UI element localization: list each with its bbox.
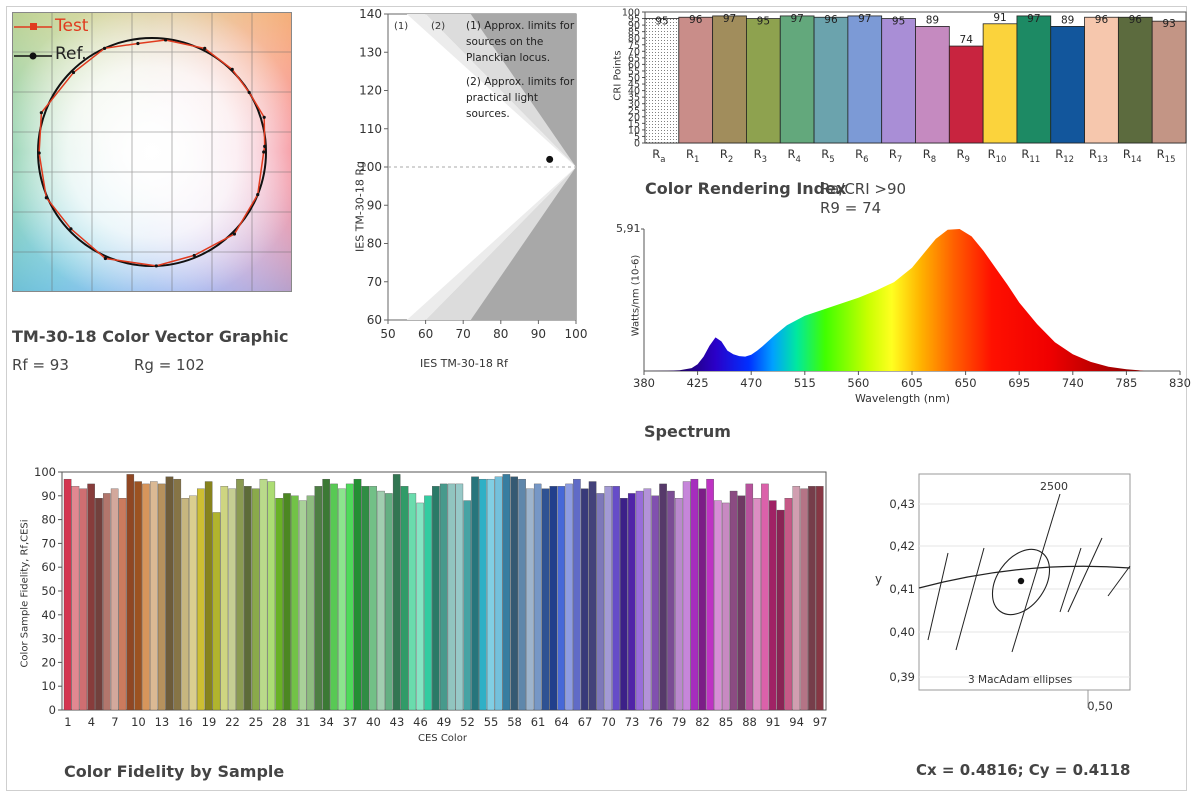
tm30-test-vertex xyxy=(232,232,237,236)
tm30-test-vertex xyxy=(71,70,76,75)
tm30-test-vertex xyxy=(230,67,234,72)
tm30-test-polygon xyxy=(38,39,266,267)
tm30-test-vertex xyxy=(136,41,140,46)
fidelity-xlabel: CES Color xyxy=(418,733,467,744)
tm30-test-vertex xyxy=(44,196,48,200)
fidelity-ylabel: Color Sample Fidelity, Rf,CESi xyxy=(19,519,31,668)
legend-ref-label: Ref. xyxy=(55,44,87,64)
cri-title: Color Rendering Index xyxy=(645,179,847,198)
legend-test-label: Test xyxy=(55,16,89,36)
tm30-test-vertex xyxy=(262,115,266,119)
report-frame xyxy=(6,6,1187,791)
chromaticity-result: Cx = 0.4816; Cy = 0.4118 xyxy=(916,761,1131,779)
tm30-test-vertex xyxy=(163,38,168,42)
rf-value: Rf = 93 xyxy=(12,356,69,374)
tm30-title: TM-30-18 Color Vector Graphic xyxy=(12,327,289,346)
tm30-test-vertex xyxy=(192,253,196,258)
tm30-test-vertex xyxy=(103,256,107,261)
tm30-test-vertex xyxy=(69,227,73,231)
tm30-test-vertex xyxy=(39,111,43,115)
tm30-test-vertex xyxy=(256,193,260,197)
fidelity-title: Color Fidelity by Sample xyxy=(64,762,285,781)
spectrum-ylabel: Watts/nm (10-6) xyxy=(630,254,642,337)
spectrum-title: Spectrum xyxy=(644,422,731,441)
rg-value: Rg = 102 xyxy=(134,356,205,374)
cri-ylabel: CRI Points xyxy=(612,50,624,101)
cri-ra-subtitle: Ra/CRI >90 xyxy=(820,180,907,198)
tm30-test-vertex xyxy=(247,90,251,95)
tm30-vector-graphic xyxy=(12,12,292,292)
rfrg-xlabel: IES TM-30-18 Rf xyxy=(420,357,508,370)
tm30-test-vertex xyxy=(37,151,41,155)
tm30-test-vertex xyxy=(154,264,158,268)
rfrg-ylabel: IES TM-30-18 Rg xyxy=(353,161,367,252)
spectrum-xlabel: Wavelength (nm) xyxy=(855,392,951,405)
tm30-test-vertex xyxy=(203,46,207,50)
tm30-test-vertex xyxy=(102,46,107,50)
spectrum-ymax: 5,91 xyxy=(616,222,641,235)
tm30-test-vertex xyxy=(263,144,267,148)
tm30-test-vertex xyxy=(262,150,266,154)
cri-r9-subtitle: R9 = 74 xyxy=(820,199,882,217)
tm30-panel: Test Ref. xyxy=(12,12,292,322)
